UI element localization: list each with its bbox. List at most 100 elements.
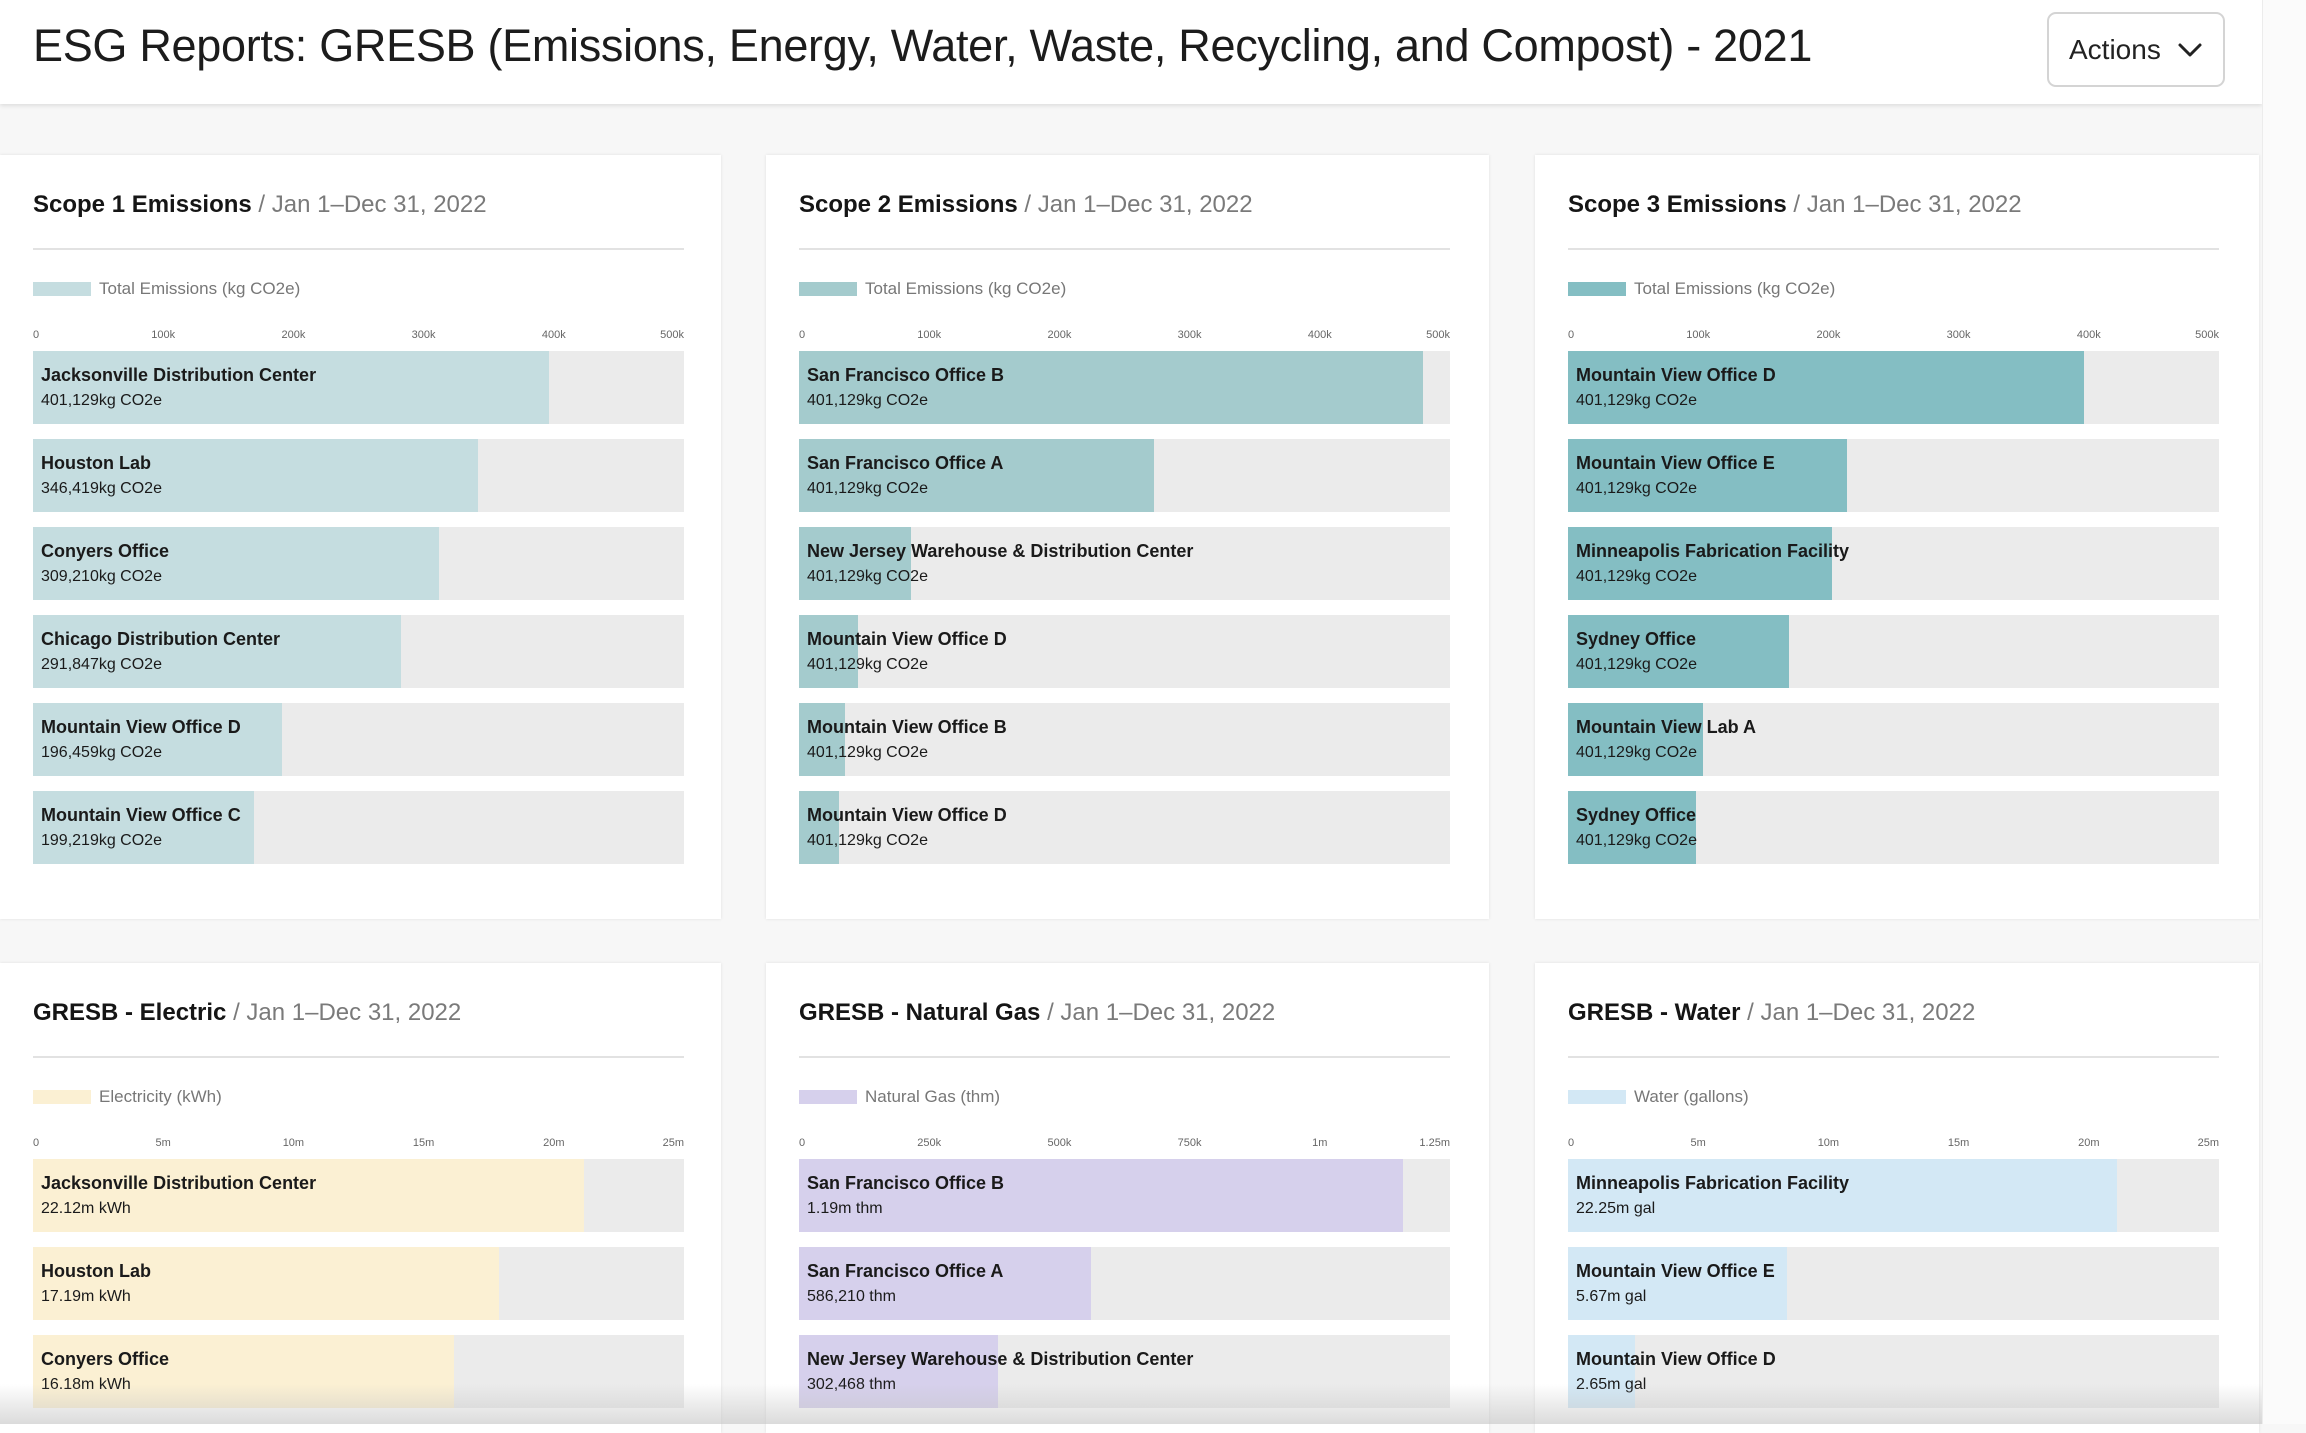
bar-row[interactable]: Jacksonville Distribution Center 401,129k… (33, 351, 684, 424)
bar (33, 615, 401, 688)
card-title: GRESB - Natural Gas / Jan 1–Dec 31, 2022 (799, 999, 1275, 1027)
x-axis-tick-label: 10m (1817, 1137, 1840, 1149)
bar (799, 439, 1154, 512)
x-axis-tick-label: 0 (33, 329, 40, 341)
bar-location-name: Minneapolis Fabrication Facility (1576, 541, 1850, 561)
bar-location-name: Jacksonville Distribution Center (41, 365, 317, 385)
bar-row[interactable]: Mountain View Office D 196,459kg CO2e (33, 703, 684, 776)
bar-value-label: 2.65m gal (1576, 1376, 1647, 1393)
card-date-range: / Jan 1–Dec 31, 2022 (226, 999, 462, 1026)
bar-row[interactable]: San Francisco Office B 401,129kg CO2e (799, 351, 1450, 424)
bar-label: Houston Lab 346,419kg CO2e (41, 451, 162, 501)
legend-label: Total Emissions (kg CO2e) (1634, 279, 1836, 298)
legend-swatch (33, 282, 91, 296)
bar-label: Sydney Office 401,129kg CO2e (1576, 627, 1697, 677)
x-axis-tick-label: 20m (2078, 1137, 2100, 1149)
x-axis-tick-label: 0 (799, 1137, 806, 1149)
bar (799, 703, 845, 776)
card-date-range: / Jan 1–Dec 31, 2022 (1040, 999, 1276, 1026)
bar-label: Sydney Office 401,129kg CO2e (1576, 803, 1697, 853)
bar-row[interactable]: Houston Lab 17.19m kWh (33, 1247, 684, 1320)
bar-location-name: Mountain View Office D (807, 629, 1007, 649)
card-title: GRESB - Water / Jan 1–Dec 31, 2022 (1568, 999, 1975, 1027)
bar-location-name: Mountain View Lab A (1576, 717, 1757, 737)
bar-row[interactable]: New Jersey Warehouse & Distribution Cent… (799, 1335, 1450, 1408)
bar-row[interactable]: Mountain View Office D 401,129kg CO2e (799, 791, 1450, 864)
bar-row[interactable]: Conyers Office 16.18m kWh (33, 1335, 684, 1408)
bar-row[interactable]: Minneapolis Fabrication Facility 401,129k… (1568, 527, 2219, 600)
legend-label: Natural Gas (thm) (865, 1087, 1001, 1106)
x-axis-tick-label: 25m (2197, 1137, 2219, 1149)
bar-row[interactable]: Mountain View Office D 401,129kg CO2e (799, 615, 1450, 688)
bar-location-name: Mountain View Office D (807, 805, 1007, 825)
bar-row[interactable]: Conyers Office 309,210kg CO2e (33, 527, 684, 600)
card-divider (799, 248, 1450, 250)
bar-value-label: 401,129kg CO2e (807, 568, 928, 585)
legend-swatch (1568, 1090, 1626, 1104)
bar-location-name: Mountain View Office C (41, 805, 241, 825)
legend-label: Total Emissions (kg CO2e) (99, 279, 301, 298)
bar-row[interactable]: Mountain View Office C 199,219kg CO2e (33, 791, 684, 864)
bar (799, 1247, 1092, 1320)
x-axis-tick-label: 400k (2076, 329, 2101, 341)
card-date-range: / Jan 1–Dec 31, 2022 (1786, 191, 2022, 218)
x-axis-tick-label: 500k (660, 329, 684, 341)
bar-location-name: Mountain View Office D (1576, 365, 1776, 385)
bar (33, 791, 255, 864)
x-axis-tick-label: 100k (151, 329, 176, 341)
x-axis-tick-label: 100k (917, 329, 942, 341)
card-title: Scope 2 Emissions / Jan 1–Dec 31, 2022 (799, 191, 1253, 219)
bar-row[interactable]: Houston Lab 346,419kg CO2e (33, 439, 684, 512)
bar-label: Jacksonville Distribution Center 22.12m k… (41, 1171, 316, 1221)
bar-row[interactable]: San Francisco Office B 1.19m thm (799, 1159, 1450, 1232)
card-divider (1568, 1056, 2219, 1058)
bar-label: Conyers Office 309,210kg CO2e (41, 539, 169, 589)
bar-row[interactable]: Chicago Distribution Center 291,847kg CO2… (33, 615, 684, 688)
bar-value-label: 22.12m kWh (41, 1200, 131, 1217)
bar-label: Mountain View Office D 2.65m gal (1576, 1347, 1776, 1397)
card-title-name: GRESB - Water (1568, 999, 1741, 1026)
bar-row[interactable]: Mountain View Office E 401,129kg CO2e (1568, 439, 2219, 512)
x-axis-tick-label: 500k (1047, 1137, 1072, 1149)
x-axis-tick-label: 5m (1690, 1137, 1706, 1149)
chart-legend: Water (gallons) (1568, 1087, 1749, 1107)
bar-row[interactable]: Sydney Office 401,129kg CO2e (1568, 615, 2219, 688)
bar-location-name: Mountain View Office D (41, 717, 241, 737)
page-scrollbar[interactable] (2262, 0, 2306, 1424)
bar-location-name: San Francisco Office B (807, 365, 1005, 385)
bar-location-name: Houston Lab (41, 1261, 151, 1281)
x-axis: 0 5m 10m 15m 20m 25m (1568, 1137, 2219, 1151)
bar-row[interactable]: Mountain View Office E 5.67m gal (1568, 1247, 2219, 1320)
actions-button[interactable]: Actions (2047, 12, 2225, 87)
bar-label: Conyers Office 16.18m kWh (41, 1347, 169, 1397)
bar-label: Mountain View Office D 401,129kg CO2e (1576, 363, 1776, 413)
bar-label: San Francisco Office A 586,210 thm (807, 1259, 1003, 1309)
page-title: ESG Reports: GRESB (Emissions, Energy, W… (33, 20, 1813, 71)
bar-row[interactable]: Jacksonville Distribution Center 22.12m k… (33, 1159, 684, 1232)
bar-row[interactable]: San Francisco Office A 401,129kg CO2e (799, 439, 1450, 512)
bar-value-label: 17.19m kWh (41, 1288, 131, 1305)
bar-location-name: Mountain View Office E (1576, 1261, 1775, 1281)
bar-row[interactable]: Mountain View Office D 401,129kg CO2e (1568, 351, 2219, 424)
bar-value-label: 401,129kg CO2e (807, 392, 928, 409)
legend-swatch (33, 1090, 91, 1104)
card-divider (33, 1056, 684, 1058)
x-axis-tick-label: 15m (1947, 1137, 1970, 1149)
x-axis-tick-label: 1.25m (1419, 1137, 1450, 1149)
bar-row[interactable]: New Jersey Warehouse & Distribution Cent… (799, 527, 1450, 600)
chevron-down-icon (2178, 43, 2202, 57)
bar (799, 351, 1423, 424)
chart-card: Scope 2 Emissions / Jan 1–Dec 31, 2022 To… (766, 155, 1489, 919)
bar-location-name: Mountain View Office E (1576, 453, 1775, 473)
bar-row[interactable]: Minneapolis Fabrication Facility 22.25m g… (1568, 1159, 2219, 1232)
bar-row[interactable]: Mountain View Office D 2.65m gal (1568, 1335, 2219, 1408)
bar-row[interactable]: Sydney Office 401,129kg CO2e (1568, 791, 2219, 864)
card-divider (1568, 248, 2219, 250)
bar-location-name: San Francisco Office B (807, 1173, 1005, 1193)
card-title: Scope 1 Emissions / Jan 1–Dec 31, 2022 (33, 191, 487, 219)
bar-label: New Jersey Warehouse & Distribution Cent… (807, 539, 1193, 589)
bar-row[interactable]: Mountain View Office B 401,129kg CO2e (799, 703, 1450, 776)
x-axis: 0 5m 10m 15m 20m 25m (33, 1137, 684, 1151)
bar-row[interactable]: Mountain View Lab A 401,129kg CO2e (1568, 703, 2219, 776)
bar-row[interactable]: San Francisco Office A 586,210 thm (799, 1247, 1450, 1320)
